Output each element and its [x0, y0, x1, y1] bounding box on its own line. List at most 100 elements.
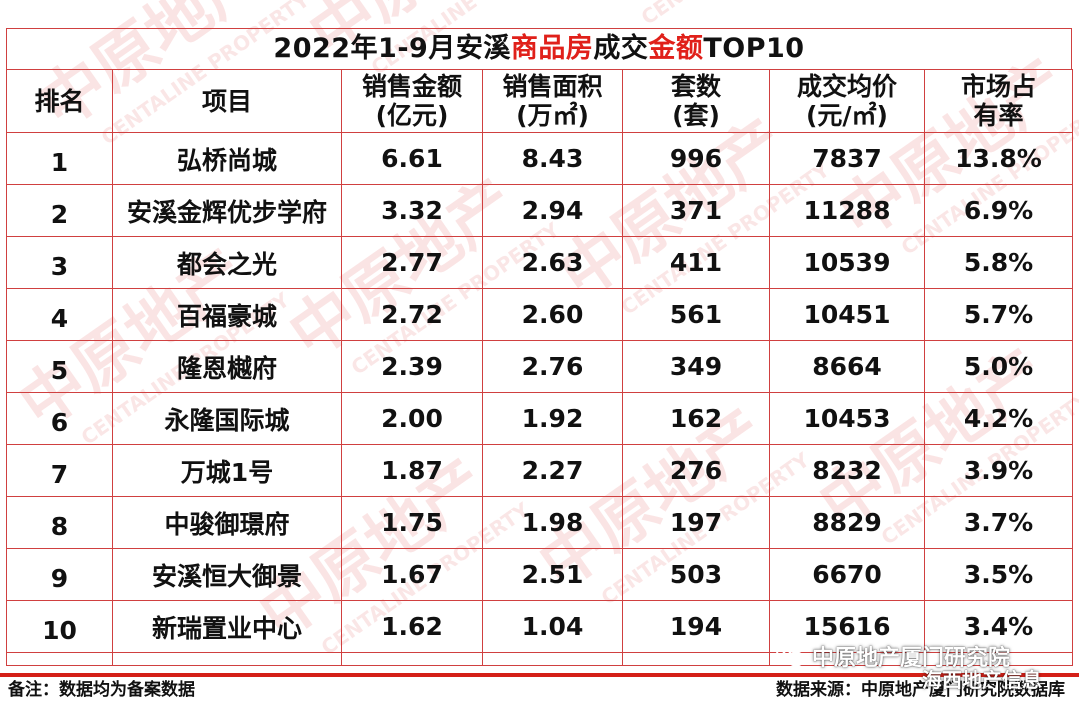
- title-part-3: 成交: [593, 33, 649, 64]
- cell-units: 162: [622, 392, 770, 445]
- wechat-account-watermark: 中原地产厦门研究院 海西地产信息: [776, 640, 1042, 692]
- table-spacer-row: [6, 652, 1073, 666]
- cell-price: 10539: [769, 236, 925, 289]
- wechat-icon: [776, 645, 805, 667]
- header-row: 排名 项目 销售金额 (亿元) 销售面积 (万㎡) 套数 (套) 成交均价 (元/㎡) …: [6, 69, 1073, 133]
- cell-share: 3.5%: [924, 548, 1073, 601]
- cell-price: 10451: [769, 288, 925, 341]
- cell-amount: 1.75: [341, 496, 483, 549]
- cell-price: 8664: [769, 340, 925, 393]
- cell-project: 永隆国际城: [112, 392, 342, 445]
- cell-amount: 1.87: [341, 444, 483, 497]
- cell-project: 百福豪城: [112, 288, 342, 341]
- cell-area: 1.98: [482, 496, 623, 549]
- title-highlight-commodity: 商品房: [510, 33, 594, 64]
- cell-project: 弘桥尚城: [112, 132, 342, 185]
- cell-units: 561: [622, 288, 770, 341]
- header-share: 市场占 有率: [924, 69, 1073, 133]
- cell-share: 13.8%: [924, 132, 1073, 185]
- cell-area: 8.43: [482, 132, 623, 185]
- cell-rank: 4: [6, 288, 113, 341]
- table-row: 10 新瑞置业中心 1.62 1.04 194 15616 3.4%: [6, 600, 1073, 653]
- ranking-table-sheet: 2022年1-9月安溪商品房成交金额TOP10 排名 项目 销售金额 (亿元) 销…: [6, 28, 1073, 666]
- cell-units: 411: [622, 236, 770, 289]
- table-row: 5 隆恩樾府 2.39 2.76 349 8664 5.0%: [6, 340, 1073, 393]
- ranking-table: 排名 项目 销售金额 (亿元) 销售面积 (万㎡) 套数 (套) 成交均价 (元/㎡) …: [6, 69, 1073, 666]
- table-row: 1 弘桥尚城 6.61 8.43 996 7837 13.8%: [6, 132, 1073, 185]
- cell-price: 8829: [769, 496, 925, 549]
- table-title: 2022年1-9月安溪商品房成交金额TOP10: [6, 28, 1072, 69]
- cell-amount: 2.00: [341, 392, 483, 445]
- cell-rank: 8: [6, 496, 113, 549]
- cell-area: 2.63: [482, 236, 623, 289]
- cell-area: 1.92: [482, 392, 623, 445]
- footer-source: 数据来源：中原地产厦门研究院数据库: [776, 680, 1065, 700]
- table-row: 3 都会之光 2.77 2.63 411 10539 5.8%: [6, 236, 1073, 289]
- cell-units: 197: [622, 496, 770, 549]
- cell-units: 194: [622, 600, 770, 653]
- cell-price: 11288: [769, 184, 925, 237]
- cell-amount: 6.61: [341, 132, 483, 185]
- cell-amount: 1.62: [341, 600, 483, 653]
- cell-project: 隆恩樾府: [112, 340, 342, 393]
- cell-price: 8232: [769, 444, 925, 497]
- cell-share: 5.8%: [924, 236, 1073, 289]
- table-row: 7 万城1号 1.87 2.27 276 8232 3.9%: [6, 444, 1073, 497]
- cell-share: 3.9%: [924, 444, 1073, 497]
- cell-area: 2.76: [482, 340, 623, 393]
- table-row: 8 中骏御璟府 1.75 1.98 197 8829 3.7%: [6, 496, 1073, 549]
- cell-area: 2.51: [482, 548, 623, 601]
- header-project: 项目: [112, 69, 342, 133]
- title-highlight-amount: 金额: [648, 33, 704, 64]
- cell-rank: 1: [6, 132, 113, 185]
- title-part-1: 2022年1-9月安溪: [273, 33, 511, 64]
- cell-units: 503: [622, 548, 770, 601]
- table-row: 9 安溪恒大御景 1.67 2.51 503 6670 3.5%: [6, 548, 1073, 601]
- title-part-5: TOP10: [703, 33, 805, 64]
- cell-price: 15616: [769, 600, 925, 653]
- cell-price: 6670: [769, 548, 925, 601]
- cell-units: 996: [622, 132, 770, 185]
- header-price: 成交均价 (元/㎡): [769, 69, 925, 133]
- cell-share: 5.0%: [924, 340, 1073, 393]
- cell-units: 349: [622, 340, 770, 393]
- watermark-brand-en: CENTALINE PROPERTY: [637, 0, 855, 30]
- cell-rank: 3: [6, 236, 113, 289]
- footer-divider-bar: [0, 673, 1079, 677]
- cell-amount: 1.67: [341, 548, 483, 601]
- header-area: 销售面积 (万㎡): [482, 69, 623, 133]
- header-rank: 排名: [6, 69, 113, 133]
- cell-price: 7837: [769, 132, 925, 185]
- cell-rank: 7: [6, 444, 113, 497]
- cell-rank: 5: [6, 340, 113, 393]
- table-row: 2 安溪金辉优步学府 3.32 2.94 371 11288 6.9%: [6, 184, 1073, 237]
- cell-project: 中骏御璟府: [112, 496, 342, 549]
- cell-project: 万城1号: [112, 444, 342, 497]
- cell-share: 5.7%: [924, 288, 1073, 341]
- cell-share: 4.2%: [924, 392, 1073, 445]
- cell-share: 3.4%: [924, 600, 1073, 653]
- cell-amount: 3.32: [341, 184, 483, 237]
- cell-rank: 10: [6, 600, 113, 653]
- footer: 备注：数据均为备案数据 数据来源：中原地产厦门研究院数据库: [0, 678, 1079, 702]
- footer-note: 备注：数据均为备案数据: [8, 680, 195, 700]
- cell-area: 2.60: [482, 288, 623, 341]
- cell-area: 1.04: [482, 600, 623, 653]
- watermark-brand: 中原地产: [567, 0, 819, 23]
- cell-share: 3.7%: [924, 496, 1073, 549]
- cell-units: 371: [622, 184, 770, 237]
- cell-area: 2.27: [482, 444, 623, 497]
- cell-rank: 6: [6, 392, 113, 445]
- cell-units: 276: [622, 444, 770, 497]
- table-row: 4 百福豪城 2.72 2.60 561 10451 5.7%: [6, 288, 1073, 341]
- header-amount: 销售金额 (亿元): [341, 69, 483, 133]
- table-row: 6 永隆国际城 2.00 1.92 162 10453 4.2%: [6, 392, 1073, 445]
- header-units: 套数 (套): [622, 69, 770, 133]
- cell-share: 6.9%: [924, 184, 1073, 237]
- wechat-account-name: 中原地产厦门研究院: [812, 646, 1011, 671]
- cell-amount: 2.39: [341, 340, 483, 393]
- cell-project: 安溪金辉优步学府: [112, 184, 342, 237]
- cell-area: 2.94: [482, 184, 623, 237]
- cell-project: 都会之光: [112, 236, 342, 289]
- cell-rank: 2: [6, 184, 113, 237]
